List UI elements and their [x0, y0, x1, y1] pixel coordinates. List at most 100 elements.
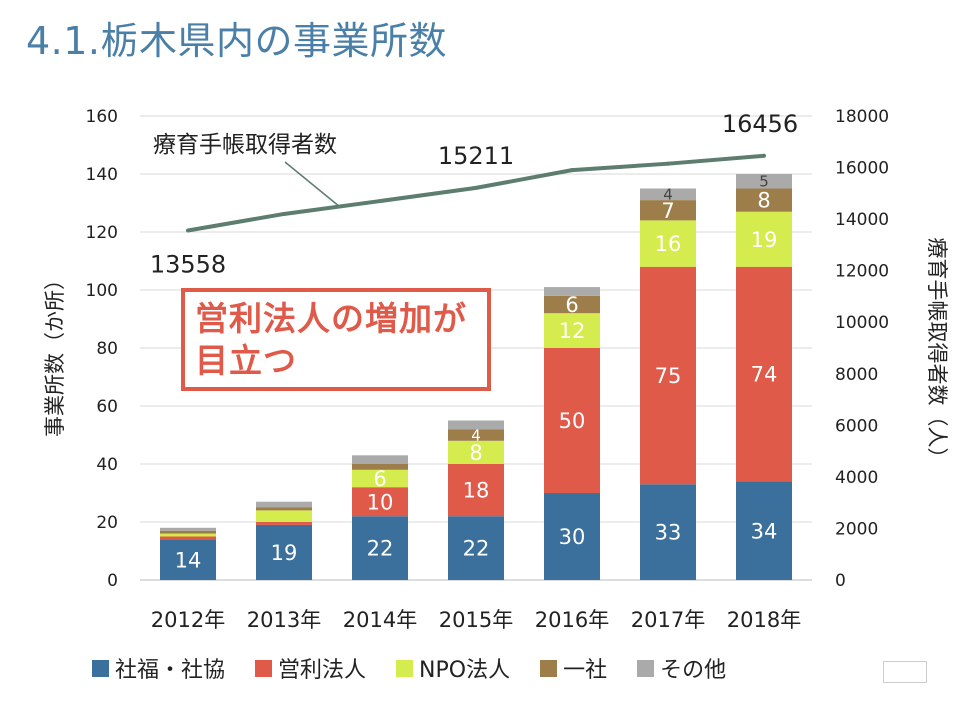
bar-segment	[256, 501, 312, 508]
bar-value-label: 19	[751, 228, 778, 252]
line-point	[186, 228, 190, 233]
bar-value-label: 74	[751, 363, 778, 387]
legend-item-npo: NPO法人	[396, 652, 510, 684]
x-tick-label: 2015年	[439, 608, 513, 632]
legend-label: その他	[660, 658, 727, 683]
bar-value-label: 33	[655, 521, 682, 545]
line-value-label: 16456	[722, 110, 798, 138]
y-tick-label: 80	[96, 339, 118, 359]
y-tick-label: 140	[86, 165, 118, 185]
y2-tick-label: 2000	[835, 519, 878, 539]
bar-value-label: 16	[655, 232, 682, 256]
y2-tick-label: 6000	[835, 416, 878, 436]
line-value-labels: 13558 15211 16456	[150, 110, 798, 279]
bar-value-label: 8	[469, 441, 482, 465]
line-series	[186, 153, 766, 233]
bar-value-label: 12	[559, 319, 586, 343]
bar-segment	[736, 481, 792, 580]
legend-label: 社福・社協	[115, 658, 226, 683]
bar-segment	[640, 484, 696, 580]
bar-segment	[448, 464, 504, 517]
page-title: 4.1.栃木県内の事業所数	[26, 19, 448, 63]
x-tick-label: 2014年	[343, 608, 417, 632]
line-point	[570, 168, 574, 173]
y-axis-title: 事業所数（か所）	[43, 269, 67, 437]
x-tick-label: 2017年	[631, 608, 705, 632]
bar-value-label: 14	[175, 548, 202, 572]
legend-item-other: その他	[637, 652, 726, 684]
legend: 社福・社協 営利法人 NPO法人 一社 その他	[92, 652, 756, 684]
y-tick-label: 0	[107, 571, 118, 591]
bar-segment	[544, 348, 600, 493]
bar-segment	[256, 507, 312, 511]
y2-tick-label: 0	[835, 571, 846, 591]
x-tick-label: 2012年	[151, 608, 225, 632]
legend-blank-box	[883, 661, 927, 683]
line-point	[762, 153, 766, 158]
bar-value-label: 6	[565, 293, 578, 317]
line-point	[378, 199, 382, 204]
y2-tick-label: 10000	[835, 313, 889, 333]
x-tick-label: 2013年	[247, 608, 321, 632]
bar-segment	[448, 429, 504, 441]
legend-swatch	[540, 659, 558, 677]
bar-segment	[640, 266, 696, 485]
bar-segment	[544, 295, 600, 314]
bar-value-label: 4	[663, 186, 673, 204]
bar-value-label: 10	[367, 490, 394, 514]
y2-axis-ticks: 0 2000 4000 6000 8000 10000 12000 14000 16000 180…	[835, 107, 889, 591]
line-value-label: 13558	[150, 251, 226, 279]
bar-value-label: 50	[559, 409, 586, 433]
bar-segment	[640, 220, 696, 267]
legend-swatch	[255, 659, 273, 677]
bar-value-label: 4	[471, 426, 481, 444]
legend-label: 一社	[563, 658, 608, 683]
x-axis-ticks: 2012年 2013年 2014年 2015年 2016年 2017年 2018年	[151, 608, 801, 632]
bar-segment	[352, 516, 408, 580]
x-tick-label: 2018年	[727, 608, 801, 632]
bar-value-label: 7	[661, 199, 674, 223]
y2-tick-label: 4000	[835, 468, 878, 488]
bar-segment	[640, 188, 696, 201]
line-value-label: 15211	[438, 142, 514, 170]
bar-segment	[736, 211, 792, 267]
legend-item-for-profit: 営利法人	[255, 652, 366, 684]
y2-tick-label: 18000	[835, 107, 889, 127]
bar-segment	[160, 539, 216, 580]
bar-segment	[160, 536, 216, 540]
bar-segment	[736, 174, 792, 189]
legend-item-general-incorporated: 一社	[540, 652, 607, 684]
bar-segment	[160, 533, 216, 537]
bar-segment	[448, 516, 504, 580]
callout-line-1: 営利法人の増加が	[195, 299, 467, 338]
bar-value-label: 18	[463, 479, 490, 503]
line-point	[282, 211, 286, 216]
x-tick-label: 2016年	[535, 608, 609, 632]
line-point	[474, 185, 478, 190]
bar-value-label: 34	[751, 519, 778, 543]
y-tick-label: 120	[86, 223, 118, 243]
y-tick-label: 60	[96, 397, 118, 417]
legend-item-social-welfare: 社福・社協	[92, 652, 225, 684]
bar-segment	[736, 188, 792, 212]
legend-swatch	[92, 659, 109, 677]
bar-segment	[256, 522, 312, 525]
y2-tick-label: 16000	[835, 159, 889, 179]
legend-swatch	[637, 659, 655, 677]
bar-segment	[160, 530, 216, 534]
bar-segment	[256, 510, 312, 522]
legend-swatch	[396, 659, 414, 677]
bar-value-label: 22	[463, 537, 490, 561]
bar-segment	[448, 420, 504, 430]
bar-segment	[544, 493, 600, 580]
bar-segment	[544, 313, 600, 348]
y-tick-label: 100	[86, 281, 118, 301]
bar-segment	[736, 266, 792, 482]
bar-segment	[352, 469, 408, 488]
bar-segment	[544, 287, 600, 296]
bar-value-label: 6	[373, 467, 386, 491]
callout-line-2: 目立つ	[195, 341, 297, 380]
bar-value-label: 75	[655, 364, 682, 388]
y-tick-label: 20	[96, 513, 118, 533]
